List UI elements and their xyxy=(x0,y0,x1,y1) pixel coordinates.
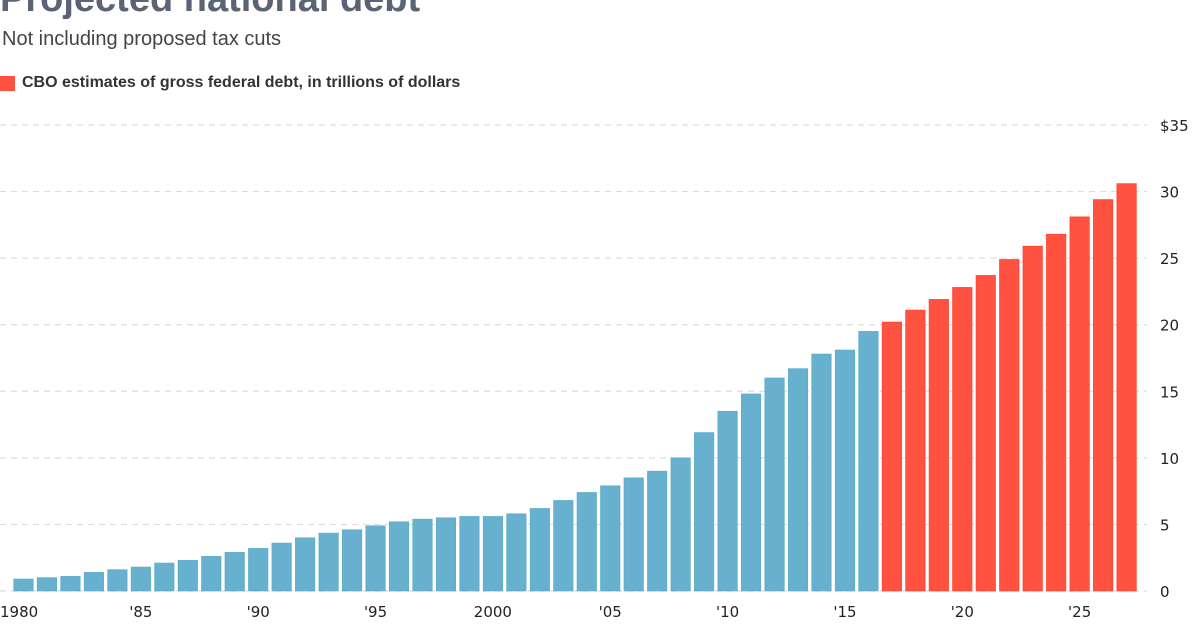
bar-actual xyxy=(600,485,621,592)
x-tick-label: '25 xyxy=(1068,603,1091,621)
bar-estimate xyxy=(881,321,902,592)
bar-actual xyxy=(741,393,762,592)
x-tick-label: 1980 xyxy=(0,603,38,621)
bar-actual xyxy=(764,377,785,592)
x-tick-label: 2000 xyxy=(474,603,512,621)
bar-actual xyxy=(787,368,809,592)
bar-actual xyxy=(224,552,245,592)
bar-estimate xyxy=(1022,245,1043,592)
bar-estimate xyxy=(1093,199,1114,592)
bar-actual xyxy=(623,477,644,592)
bar-actual xyxy=(130,566,151,592)
chart-subtitle: Not including proposed tax cuts xyxy=(2,28,282,50)
bar-actual xyxy=(60,576,81,592)
bar-actual xyxy=(177,560,198,592)
bar-actual xyxy=(670,457,691,592)
bar-actual xyxy=(201,556,222,592)
x-tick-label: '10 xyxy=(716,603,739,621)
bar-actual xyxy=(13,578,34,592)
bar-actual xyxy=(459,516,480,592)
x-tick-label: '15 xyxy=(833,603,856,621)
bar-actual xyxy=(647,470,668,592)
bar-actual xyxy=(248,548,269,592)
bar-actual xyxy=(271,542,292,592)
x-tick-label: '85 xyxy=(129,603,152,621)
x-tick-label: '20 xyxy=(951,603,974,621)
legend-swatch xyxy=(0,75,15,91)
y-tick-label: 25 xyxy=(1160,250,1179,268)
bar-actual xyxy=(553,500,574,592)
legend: CBO estimates of gross federal debt, in … xyxy=(0,74,460,92)
bar-estimate xyxy=(1046,233,1067,592)
bar-actual xyxy=(154,562,175,592)
bar-actual xyxy=(342,529,363,592)
bar-actual xyxy=(811,353,832,592)
bar-actual xyxy=(576,492,597,592)
bar-actual xyxy=(834,349,856,592)
bar-actual xyxy=(318,532,339,592)
bar-actual xyxy=(529,508,550,592)
y-tick-label: 30 xyxy=(1160,184,1179,202)
bar-actual xyxy=(36,577,58,592)
bar-estimate xyxy=(928,299,949,592)
y-tick-label: 20 xyxy=(1160,317,1179,335)
bar-estimate xyxy=(905,309,926,592)
bar-actual xyxy=(295,537,316,592)
bar-actual xyxy=(694,432,715,592)
y-tick-label: 0 xyxy=(1160,583,1170,601)
bar-estimate xyxy=(975,275,996,592)
y-tick-label: 10 xyxy=(1160,450,1179,468)
bar-actual xyxy=(717,410,738,592)
y-tick-label: $35 xyxy=(1160,117,1189,135)
bar-actual xyxy=(388,521,410,592)
x-tick-label: '95 xyxy=(364,603,387,621)
bar-estimate xyxy=(999,259,1020,592)
bar-actual xyxy=(83,572,104,592)
bar-actual xyxy=(482,516,503,592)
bar-actual xyxy=(412,518,433,592)
chart-title: Projected national debt xyxy=(0,0,420,21)
y-tick-label: 5 xyxy=(1160,516,1170,534)
bar-actual xyxy=(506,513,527,592)
bar-estimate xyxy=(952,287,973,592)
bar-estimate xyxy=(1069,216,1090,592)
x-tick-label: '90 xyxy=(247,603,270,621)
bar-estimate xyxy=(1116,183,1137,592)
y-tick-label: 15 xyxy=(1160,383,1179,401)
x-tick-label: '05 xyxy=(599,603,622,621)
bar-actual xyxy=(435,517,457,592)
bar-actual xyxy=(858,331,879,592)
bar-actual xyxy=(365,525,386,592)
bar-actual xyxy=(107,569,128,592)
legend-label: CBO estimates of gross federal debt, in … xyxy=(22,74,461,91)
